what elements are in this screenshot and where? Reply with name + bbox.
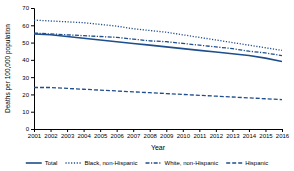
x-tick-mark: [166, 129, 167, 132]
x-tick: 2010: [177, 129, 191, 139]
y-axis-title: Deaths per 100,000 population: [4, 24, 12, 113]
x-tick-mark: [133, 129, 134, 132]
x-tick-label: 2008: [144, 133, 158, 139]
x-tick-mark: [232, 129, 233, 132]
x-tick-mark: [282, 129, 283, 132]
x-tick: 2008: [144, 129, 158, 139]
x-tick: 2001: [28, 129, 42, 139]
y-tick: 0: [26, 126, 34, 132]
x-tick: 2003: [61, 129, 75, 139]
y-tick: 50: [22, 40, 34, 46]
x-tick: 2007: [127, 129, 141, 139]
x-tick-mark: [84, 129, 85, 132]
x-tick-mark: [249, 129, 250, 132]
x-tick-label: 2006: [110, 133, 124, 139]
x-tick-mark: [67, 129, 68, 132]
x-axis-title: Year: [151, 144, 166, 151]
x-tick-label: 2010: [177, 133, 191, 139]
x-tick: 2004: [77, 129, 91, 139]
y-tick-mark: [31, 60, 34, 61]
y-tick-mark: [31, 77, 34, 78]
x-tick-mark: [199, 129, 200, 132]
x-tick: 2011: [193, 129, 207, 139]
x-tick-mark: [117, 129, 118, 132]
x-tick: 2002: [44, 129, 58, 139]
x-tick-mark: [150, 129, 151, 132]
legend: Total Black, non-Hispanic White, non-Hispa…: [26, 160, 268, 166]
y-tick-label: 60: [22, 23, 29, 29]
x-tick-mark: [183, 129, 184, 132]
y-tick-mark: [31, 43, 34, 44]
legend-swatch: [65, 162, 81, 163]
legend-swatch: [26, 162, 42, 164]
y-tick-mark: [31, 112, 34, 113]
y-tick: 20: [22, 92, 34, 98]
legend-item: White, non-Hispanic: [146, 160, 219, 166]
series-line: [34, 20, 282, 50]
legend-label: Hispanic: [245, 160, 268, 166]
x-axis-line: [35, 130, 283, 133]
x-tick-label: 2001: [28, 133, 42, 139]
legend-swatch: [226, 162, 242, 163]
x-tick-mark: [265, 129, 266, 132]
y-tick-label: 50: [22, 40, 29, 46]
x-tick: 2006: [110, 129, 124, 139]
x-tick-label: 2011: [193, 133, 207, 139]
x-tick-label: 2004: [77, 133, 91, 139]
y-tick-label: 30: [22, 75, 29, 81]
x-tick-label: 2009: [160, 133, 174, 139]
y-tick-label: 70: [22, 5, 29, 11]
y-tick-mark: [31, 94, 34, 95]
series-line: [34, 34, 282, 62]
legend-label: Black, non-Hispanic: [84, 160, 137, 166]
series-line: [34, 33, 282, 55]
x-axis: 2001200220032004200520062007200820092010…: [28, 129, 290, 139]
x-tick-label: 2015: [259, 133, 273, 139]
legend-label: White, non-Hispanic: [165, 160, 219, 166]
y-tick-label: 0: [26, 126, 30, 132]
y-tick: 70: [22, 5, 34, 11]
x-tick-label: 2003: [61, 133, 75, 139]
y-tick: 10: [22, 109, 34, 115]
x-tick-mark: [51, 129, 52, 132]
chart: 2001200220032004200520062007200820092010…: [0, 0, 294, 171]
y-axis-line: [31, 9, 35, 130]
x-tick-label: 2012: [210, 133, 224, 139]
legend-item: Total: [26, 160, 58, 166]
series-line: [34, 88, 282, 100]
y-axis: 0 10 20 30 40 50 60 70: [22, 5, 34, 132]
legend-item: Black, non-Hispanic: [65, 160, 137, 166]
x-tick-label: 2013: [226, 133, 240, 139]
y-tick: 40: [22, 57, 34, 63]
x-tick: 2016: [276, 129, 290, 139]
y-tick: 60: [22, 23, 34, 29]
x-tick-label: 2005: [94, 133, 108, 139]
y-tick-mark: [31, 25, 34, 26]
y-tick-label: 20: [22, 92, 29, 98]
x-tick: 2014: [243, 129, 257, 139]
x-tick-mark: [216, 129, 217, 132]
x-tick: 2005: [94, 129, 108, 139]
y-tick-mark: [31, 8, 34, 9]
x-tick-label: 2007: [127, 133, 141, 139]
y-tick: 30: [22, 75, 34, 81]
y-tick-label: 10: [22, 109, 29, 115]
x-tick: 2015: [259, 129, 273, 139]
legend-label: Total: [45, 160, 58, 166]
x-tick-label: 2016: [276, 133, 290, 139]
lines: [34, 20, 282, 100]
legend-item: Hispanic: [226, 160, 268, 166]
y-tick-mark: [31, 129, 34, 130]
x-tick-label: 2002: [44, 133, 58, 139]
x-tick-label: 2014: [243, 133, 257, 139]
legend-swatch: [146, 162, 162, 163]
x-tick: 2012: [210, 129, 224, 139]
x-tick: 2009: [160, 129, 174, 139]
y-tick-label: 40: [22, 57, 29, 63]
x-tick: 2013: [226, 129, 240, 139]
x-tick-mark: [100, 129, 101, 132]
